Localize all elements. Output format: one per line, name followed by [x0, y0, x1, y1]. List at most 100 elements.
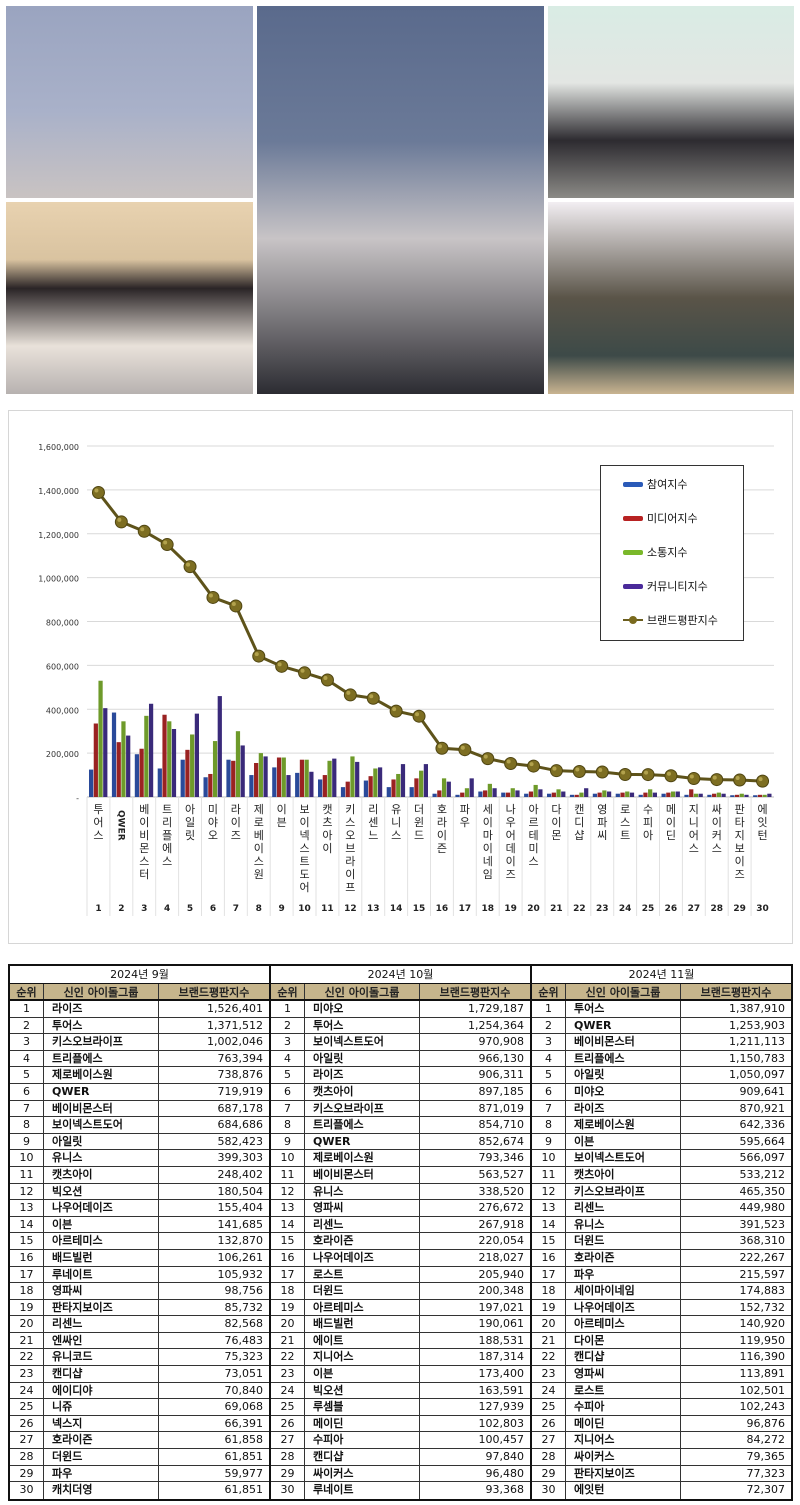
cell-score: 684,686 — [217, 1118, 264, 1132]
cell-score: 76,483 — [224, 1333, 264, 1347]
svg-text:츠: 츠 — [322, 816, 332, 829]
table-row: 15 아르테미스 132,870 — [10, 1233, 269, 1250]
table-row: 11 베이비몬스터 563,527 — [271, 1166, 530, 1184]
bar — [98, 680, 103, 797]
bar — [767, 793, 772, 797]
line-marker — [412, 709, 426, 723]
bar — [194, 713, 199, 797]
bar — [254, 762, 259, 797]
bar — [276, 757, 282, 797]
svg-text:즈: 즈 — [735, 868, 745, 881]
table-row: 27 수피아 100,457 — [271, 1432, 530, 1450]
cell-rank: 28 — [271, 1449, 305, 1465]
bar — [144, 715, 149, 797]
month-title: 2024년 10월 — [271, 966, 530, 984]
cell-name: 호라이즌 — [305, 1233, 420, 1249]
bar — [396, 773, 401, 797]
table-row: 6 QWER 719,919 — [10, 1083, 269, 1101]
table-row: 23 캔디샵 73,051 — [10, 1366, 269, 1383]
table-row: 3 키스오브라이프 1,002,046 — [10, 1034, 269, 1051]
bar — [584, 788, 589, 797]
cell-rank: 10 — [271, 1150, 305, 1166]
month-title: 2024년 9월 — [10, 966, 269, 984]
cell-name: 캔디샵 — [566, 1349, 681, 1366]
svg-text:로: 로 — [254, 816, 264, 829]
table-row: 18 더윈드 200,348 — [271, 1283, 530, 1300]
cell-rank: 14 — [532, 1216, 566, 1233]
cell-score: 687,178 — [217, 1101, 264, 1115]
bar — [762, 794, 767, 797]
cell-score: 566,097 — [739, 1151, 786, 1165]
cell-rank: 21 — [271, 1332, 305, 1349]
cell-rank: 12 — [532, 1183, 566, 1200]
table-row: 4 트리플에스 1,150,783 — [532, 1050, 791, 1068]
svg-text:이: 이 — [506, 855, 516, 868]
cell-score: 84,272 — [746, 1433, 786, 1447]
table-row: 11 캣츠아이 533,212 — [532, 1166, 791, 1184]
cell-name: 캔디샵 — [44, 1366, 159, 1382]
table-row: 1 투어스 1,387,910 — [532, 1001, 791, 1018]
svg-text:커: 커 — [712, 829, 722, 842]
cell-rank: 2 — [271, 1017, 305, 1034]
svg-text:이: 이 — [483, 842, 493, 855]
table-row: 29 싸이커스 96,480 — [271, 1465, 530, 1483]
cell-rank: 9 — [271, 1133, 305, 1150]
month-table: 2024년 9월 순위 신인 아이돌그룹 브랜드평판지수 1 라이즈 1,526,401 2 투… — [10, 966, 269, 1499]
cell-rank: 9 — [10, 1133, 44, 1150]
cell-name: 키스오브라이프 — [305, 1100, 420, 1117]
bar — [528, 791, 534, 797]
table-row: 21 엔싸인 76,483 — [10, 1332, 269, 1350]
table-row: 19 판타지보이즈 85,732 — [10, 1299, 269, 1317]
cell-name: 키스오브라이프 — [44, 1034, 159, 1050]
svg-text:이: 이 — [735, 855, 745, 868]
cell-name: 아일릿 — [44, 1133, 159, 1150]
bar — [103, 708, 108, 797]
svg-text:원: 원 — [254, 868, 264, 881]
cell-name: 라이즈 — [44, 1001, 159, 1017]
cell-rank: 8 — [271, 1117, 305, 1133]
cell-name: 아르테미스 — [305, 1299, 420, 1316]
cell-score: 200,348 — [478, 1284, 525, 1298]
x-rank-label: 21 — [550, 904, 563, 914]
y-tick-label: 400,000 — [46, 706, 79, 715]
bar — [212, 741, 218, 797]
bar — [423, 764, 428, 797]
cell-rank: 27 — [10, 1432, 44, 1449]
table-row: 7 키스오브라이프 871,019 — [271, 1100, 530, 1118]
svg-text:아: 아 — [322, 829, 332, 842]
cell-rank: 28 — [10, 1449, 44, 1465]
svg-text:스: 스 — [139, 855, 149, 868]
line-marker — [687, 772, 701, 786]
cell-rank: 5 — [532, 1067, 566, 1083]
photo-girl-group-6-members — [548, 202, 794, 394]
svg-text:이: 이 — [299, 816, 309, 829]
table-row: 15 호라이즌 220,054 — [271, 1233, 530, 1250]
x-category-label: 이븐 — [277, 803, 287, 829]
svg-text:터: 터 — [139, 868, 149, 881]
cell-name: 넥스지 — [44, 1415, 159, 1432]
line-marker — [137, 524, 151, 538]
table-row: 9 QWER 852,674 — [271, 1133, 530, 1151]
cell-name: 베이비몬스터 — [44, 1100, 159, 1117]
photo-large-girl-group — [6, 202, 253, 394]
x-category-label: 메이딘 — [666, 803, 676, 842]
bar — [249, 775, 254, 797]
cell-name: 루네이트 — [44, 1266, 159, 1283]
cell-rank: 23 — [532, 1366, 566, 1382]
svg-text:이: 이 — [666, 816, 676, 829]
bar — [134, 754, 140, 797]
month-table: 2024년 10월 순위 신인 아이돌그룹 브랜드평판지수 1 미야오 1,729,187 2… — [269, 966, 530, 1499]
cell-score: 127,939 — [478, 1400, 525, 1414]
cell-rank: 12 — [10, 1183, 44, 1200]
cell-rank: 28 — [532, 1449, 566, 1465]
bar — [355, 761, 360, 797]
line-marker — [206, 590, 220, 604]
cell-score: 248,402 — [217, 1167, 264, 1181]
cell-name: 세이마이네임 — [566, 1283, 681, 1299]
cell-name: 아르테미스 — [44, 1233, 159, 1249]
x-rank-label: 27 — [688, 904, 701, 914]
cell-name: 엔싸인 — [44, 1332, 159, 1349]
cell-rank: 2 — [532, 1017, 566, 1034]
svg-text:베: 베 — [254, 829, 264, 842]
cell-rank: 16 — [10, 1249, 44, 1266]
